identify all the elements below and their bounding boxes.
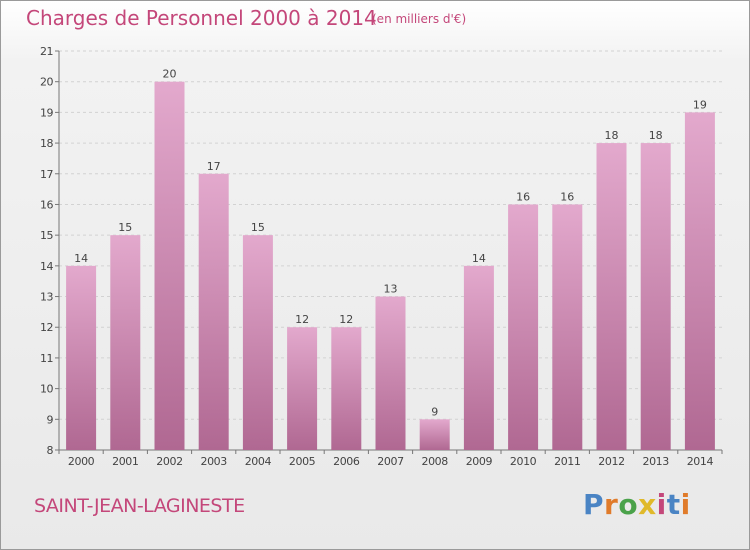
x-tick-label: 2010: [510, 455, 537, 468]
data-label: 13: [384, 283, 398, 296]
x-tick-label: 2001: [112, 455, 138, 468]
x-tick-label: 2014: [687, 455, 714, 468]
y-tick-label: 19: [40, 106, 53, 119]
bar: [66, 265, 97, 450]
bar: [154, 81, 185, 450]
logo-letter: i: [656, 488, 667, 521]
data-label: 14: [472, 252, 486, 265]
x-tick-label: 2005: [289, 455, 316, 468]
data-label: 12: [339, 313, 353, 326]
y-tick-label: 16: [40, 198, 53, 211]
bar: [463, 265, 494, 450]
bar: [242, 235, 273, 450]
data-label: 12: [295, 313, 309, 326]
x-tick-label: 2007: [377, 455, 404, 468]
y-tick-label: 14: [40, 260, 53, 273]
y-tick-label: 18: [40, 137, 53, 150]
bar: [287, 327, 318, 450]
commune-name: SAINT-JEAN-LAGINESTE: [34, 495, 245, 517]
bar: [640, 143, 671, 451]
y-tick-label: 15: [40, 229, 53, 242]
y-tick-label: 12: [40, 321, 53, 334]
bar: [552, 204, 583, 450]
x-tick-label: 2012: [598, 455, 624, 468]
y-tick-labels: 8 9 10 11 12 13 14 15 16 17 18 19 20 21: [40, 45, 54, 457]
x-tick-label: 2011: [554, 455, 580, 468]
logo-letter: r: [604, 488, 619, 521]
data-label: 16: [560, 190, 574, 203]
proxiti-logo: Proxiti: [583, 488, 691, 521]
y-tick-label: 17: [40, 168, 53, 181]
y-tick-label: 9: [47, 413, 54, 426]
bar: [110, 235, 141, 450]
bar: [684, 112, 715, 450]
y-tick-label: 8: [47, 444, 54, 457]
data-labels: 14 15 20 17 15 12 12 13 9 14 16 16 18 18 19: [74, 68, 707, 419]
data-label: 18: [605, 129, 619, 142]
data-label: 14: [74, 252, 88, 265]
y-tick-label: 10: [40, 383, 53, 396]
logo-letter: t: [666, 488, 681, 521]
logo-letter: P: [583, 488, 605, 521]
y-tick-label: 11: [40, 352, 53, 365]
bar: [508, 204, 539, 450]
data-label: 16: [516, 190, 530, 203]
x-tick-label: 2008: [421, 455, 448, 468]
y-tick-label: 13: [40, 291, 53, 304]
logo-letter: i: [680, 488, 691, 521]
x-tick-label: 2013: [642, 455, 669, 468]
data-label: 15: [251, 221, 265, 234]
data-label: 20: [163, 68, 177, 81]
x-tick-label: 2002: [156, 455, 182, 468]
data-label: 15: [118, 221, 132, 234]
x-tick-label: 2003: [200, 455, 227, 468]
logo-letter: x: [638, 488, 657, 521]
bar: [198, 173, 229, 450]
x-tick-label: 2006: [333, 455, 360, 468]
x-tick-label: 2009: [466, 455, 493, 468]
data-label: 18: [649, 129, 663, 142]
logo-letter: o: [618, 488, 639, 521]
bar: [596, 143, 627, 451]
bar: [331, 327, 362, 450]
chart-unit: (en milliers d'€): [372, 12, 467, 26]
bar: [419, 419, 450, 450]
bars: [66, 81, 715, 451]
x-tick-labels: 2000 2001 2002 2003 2004 2005 2006 2007 2008 2009…: [68, 455, 714, 468]
data-label: 17: [207, 160, 221, 173]
data-label: 9: [431, 405, 438, 418]
y-tick-label: 20: [40, 76, 53, 89]
bar: [375, 296, 406, 450]
data-label: 19: [693, 98, 707, 111]
chart-title: Charges de Personnel 2000 à 2014: [26, 6, 377, 30]
y-tick-label: 21: [40, 45, 53, 58]
x-tick-label: 2004: [245, 455, 272, 468]
x-tick-label: 2000: [68, 455, 95, 468]
